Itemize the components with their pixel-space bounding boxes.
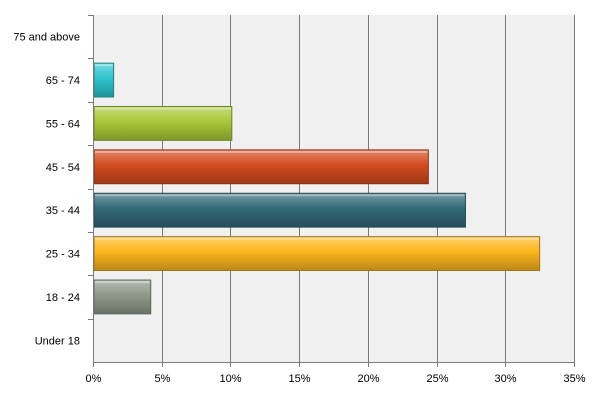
bar-highlight [95,150,428,153]
x-tick-label: 30% [494,373,516,385]
bar-highlight [95,237,539,240]
y-tick-label: 65 - 74 [46,75,80,87]
x-tick-label: 5% [155,373,171,385]
x-tick-label: 0% [86,373,102,385]
tick-labels: 0% 5% 10% 15% 20% 25% 30% 35% Under 18 18 - 24 25 … [13,32,585,385]
y-tick-label: Under 18 [35,335,80,347]
y-tick-label: 35 - 44 [46,205,80,217]
y-tick-label: 25 - 34 [46,249,80,261]
y-tick-label: 18 - 24 [46,292,80,304]
bar-highlight [95,64,113,67]
bar-highlight [95,194,465,197]
bar-55-64 [93,106,233,141]
bar-highlight [95,107,231,110]
x-tick-label: 25% [426,373,448,385]
y-tick-label: 55 - 64 [46,118,80,130]
x-tick-label: 15% [288,373,310,385]
gridlines [162,15,575,362]
axes [88,15,575,367]
bar-45-54 [93,149,429,185]
x-tick-label: 35% [563,373,585,385]
plot-area [93,15,574,362]
x-tick-label: 10% [219,373,241,385]
bar-25-34 [93,236,541,271]
bar-35-44 [93,192,466,228]
bar-18-24 [93,279,152,315]
bar-highlight [95,281,150,284]
y-tick-label: 45 - 54 [46,162,80,174]
bar-65-74 [93,62,115,98]
x-tick-label: 20% [357,373,379,385]
bars [93,62,541,315]
y-tick-label: 75 and above [13,32,80,44]
